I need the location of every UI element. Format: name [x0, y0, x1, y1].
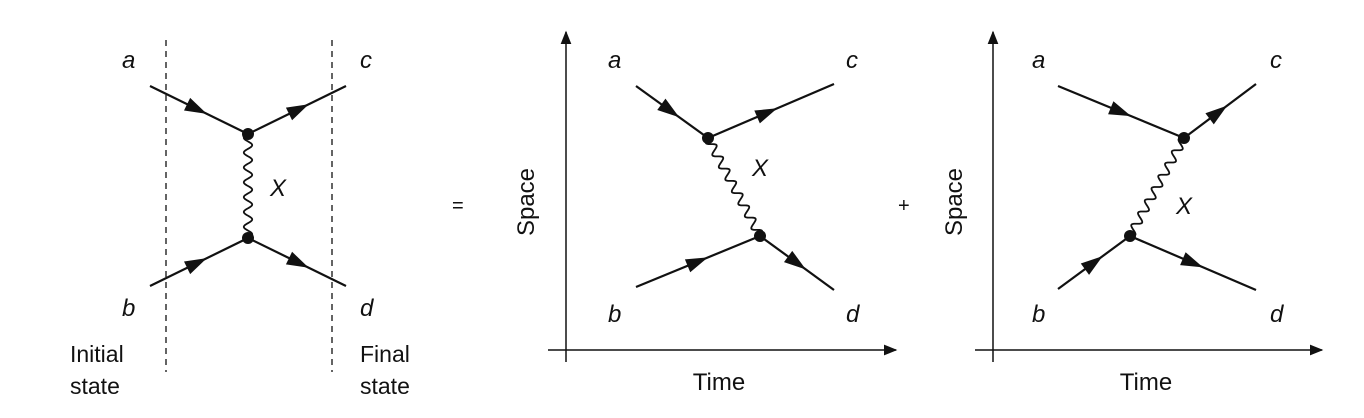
final-label-line1: Final: [360, 341, 410, 367]
fermion-line-d: [247, 237, 347, 287]
vertex-top: [702, 132, 714, 144]
arrow-b: [684, 257, 708, 273]
arrow-d: [1180, 252, 1204, 268]
y-axis-label: Space: [513, 168, 540, 236]
arrow-c: [285, 104, 309, 121]
label-d: d: [1270, 301, 1284, 328]
label-c: c: [1270, 47, 1282, 74]
panel-time-order-2: Space Time a c b d X: [941, 30, 1324, 396]
vertex-bottom: [754, 230, 766, 242]
x-axis-label: Time: [693, 369, 745, 396]
label-b: b: [608, 301, 621, 328]
fermion-line-b: [149, 237, 249, 287]
equals-sign: =: [452, 195, 464, 217]
fermion-line-a: [1057, 84, 1185, 140]
vertex-top: [1178, 132, 1190, 144]
label-c: c: [846, 47, 858, 74]
label-a: a: [608, 47, 621, 74]
fermion-line-a: [149, 85, 249, 135]
panel-feynman-diagram: a c b d X Initial state Final state: [70, 40, 410, 399]
initial-label-line2: state: [70, 373, 120, 399]
boson-propagator: [242, 133, 254, 239]
y-axis-label: Space: [941, 168, 968, 236]
fermion-line-c: [707, 82, 835, 140]
fermion-line-a: [635, 85, 709, 139]
vertex-top: [242, 128, 254, 140]
boson-propagator: [704, 137, 764, 237]
arrow-b: [184, 258, 207, 275]
arrow-a: [184, 97, 207, 114]
fermion-line-c: [1183, 83, 1257, 139]
label-a: a: [122, 47, 135, 74]
fermion-line-d: [759, 235, 835, 291]
arrow-c: [754, 108, 778, 124]
fermion-line-b: [635, 234, 761, 289]
initial-label-line1: Initial: [70, 341, 124, 367]
label-mediator: X: [751, 155, 769, 182]
arrow-c: [1205, 105, 1228, 125]
arrow-d: [783, 250, 806, 270]
arrow-a: [1108, 101, 1132, 117]
fermion-line-d: [1129, 234, 1257, 292]
plus-sign: +: [898, 195, 910, 217]
arrow-a: [657, 98, 680, 118]
panel-time-order-1: Space Time a c b d X: [513, 30, 898, 396]
vertex-bottom: [1124, 230, 1136, 242]
label-d: d: [360, 295, 374, 322]
label-c: c: [360, 47, 372, 74]
vertex-bottom: [242, 232, 254, 244]
final-label-line2: state: [360, 373, 410, 399]
boson-propagator: [1129, 137, 1185, 237]
label-d: d: [846, 301, 860, 328]
arrow-b: [1080, 256, 1103, 275]
arrow-d: [285, 251, 309, 268]
x-axis-label: Time: [1120, 369, 1172, 396]
label-mediator: X: [269, 175, 287, 202]
fermion-line-c: [247, 85, 347, 135]
label-a: a: [1032, 47, 1045, 74]
label-mediator: X: [1175, 193, 1193, 220]
fermion-line-b: [1057, 235, 1131, 290]
label-b: b: [122, 295, 135, 322]
label-b: b: [1032, 301, 1045, 328]
